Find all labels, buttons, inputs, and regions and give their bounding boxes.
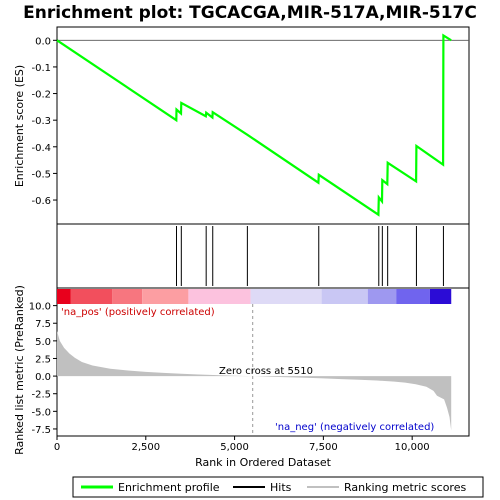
colorbar-segment-6 — [321, 289, 368, 304]
colorbar-segment-4 — [188, 289, 251, 304]
es-layer — [56, 33, 469, 217]
metric-tick-label-6: -5.0 — [31, 407, 51, 418]
x-tick-label-4: 10,000 — [395, 442, 430, 453]
metric-panel — [56, 287, 470, 437]
zero-cross-annotation: Zero cross at 5510 — [219, 366, 313, 377]
legend-enrichment-label: Enrichment profile — [118, 481, 220, 494]
legend-hits-label: Hits — [270, 481, 292, 494]
hits-panel — [56, 223, 470, 289]
es-panel — [56, 26, 470, 225]
es-axis-label: Enrichment score (ES) — [13, 65, 26, 187]
legend-box — [72, 476, 484, 498]
metric-tick-label-7: -7.5 — [31, 425, 51, 436]
colorbar-segment-5 — [250, 289, 322, 304]
es-tick-label-6: -0.6 — [31, 196, 51, 207]
metric-tick-label-4: 0.0 — [35, 372, 51, 383]
colorbar-segment-0 — [57, 289, 71, 304]
x-axis-label: Rank in Ordered Dataset — [195, 456, 332, 469]
colorbar-segment-1 — [70, 289, 113, 304]
axis-layer: 0.0 -0.1 -0.2 -0.3 -0.4 -0.5 -0.6 10.0 7.5 5.0 2.5… — [29, 36, 430, 453]
colorbar-segment-2 — [112, 289, 143, 304]
x-tick-label-0: 0 — [54, 442, 60, 453]
metric-layer — [57, 289, 452, 436]
metric-tick-label-0: 10.0 — [29, 302, 51, 313]
es-tick-label-0: 0.0 — [35, 36, 51, 47]
enrichment-profile-line — [56, 33, 452, 217]
x-tick-label-3: 7,500 — [309, 442, 338, 453]
colorbar-segment-9 — [429, 289, 452, 304]
pos-annotation: 'na_pos' (positively correlated) — [61, 307, 215, 318]
es-tick-label-5: -0.5 — [31, 169, 51, 180]
es-tick-label-2: -0.2 — [31, 90, 51, 101]
metric-tick-label-5: -2.5 — [31, 390, 51, 401]
metric-axis-label: Ranked list metric (PreRanked) — [13, 285, 26, 455]
es-tick-label-3: -0.3 — [31, 116, 51, 127]
metric-tick-label-2: 5.0 — [35, 337, 51, 348]
metric-tick-label-1: 7.5 — [35, 319, 51, 330]
neg-annotation: 'na_neg' (negatively correlated) — [275, 422, 434, 433]
chart-title: Enrichment plot: TGCACGA,MIR-517A,MIR-51… — [23, 3, 477, 23]
x-tick-label-1: 2,500 — [131, 442, 160, 453]
colorbar-segment-3 — [142, 289, 189, 304]
metric-tick-label-3: 2.5 — [35, 354, 51, 365]
x-tick-label-2: 5,000 — [220, 442, 249, 453]
colorbar-segment-8 — [396, 289, 430, 304]
hits-layer — [176, 226, 444, 286]
es-tick-label-4: -0.4 — [31, 143, 51, 154]
legend-metric-label: Ranking metric scores — [344, 481, 466, 494]
es-tick-label-1: -0.1 — [31, 63, 51, 74]
colorbar-segment-7 — [367, 289, 397, 304]
